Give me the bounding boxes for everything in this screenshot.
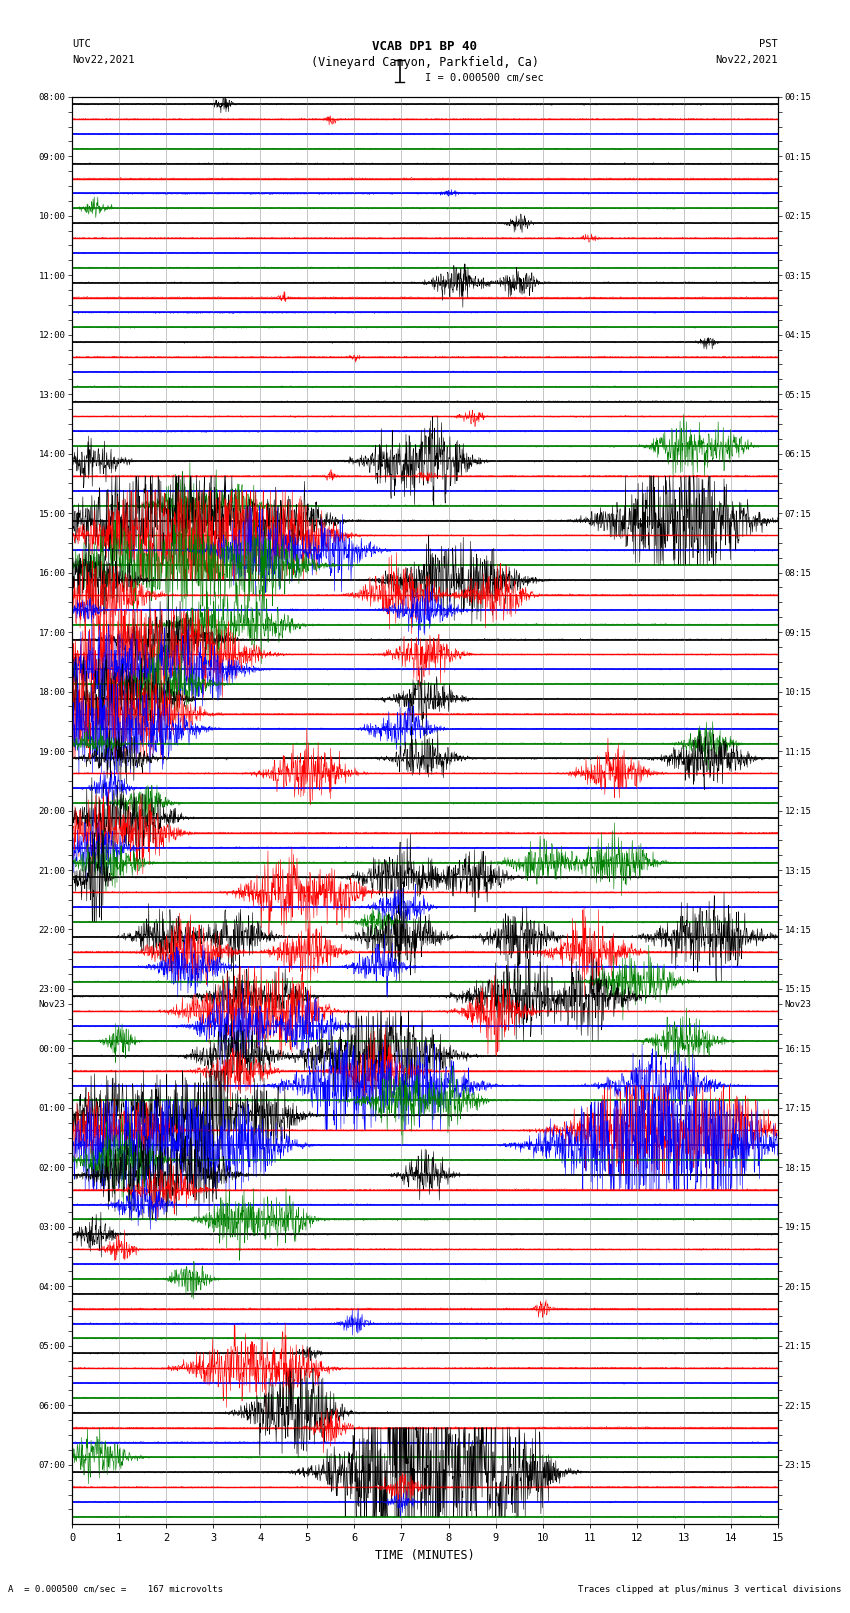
Text: UTC: UTC <box>72 39 91 48</box>
Text: (Vineyard Canyon, Parkfield, Ca): (Vineyard Canyon, Parkfield, Ca) <box>311 56 539 69</box>
Text: Nov22,2021: Nov22,2021 <box>72 55 135 65</box>
X-axis label: TIME (MINUTES): TIME (MINUTES) <box>375 1548 475 1561</box>
Text: VCAB DP1 BP 40: VCAB DP1 BP 40 <box>372 40 478 53</box>
Text: Nov22,2021: Nov22,2021 <box>715 55 778 65</box>
Text: PST: PST <box>759 39 778 48</box>
Text: A  = 0.000500 cm/sec =    167 microvolts: A = 0.000500 cm/sec = 167 microvolts <box>8 1584 224 1594</box>
Text: Traces clipped at plus/minus 3 vertical divisions: Traces clipped at plus/minus 3 vertical … <box>578 1584 842 1594</box>
Text: I = 0.000500 cm/sec: I = 0.000500 cm/sec <box>425 73 544 82</box>
